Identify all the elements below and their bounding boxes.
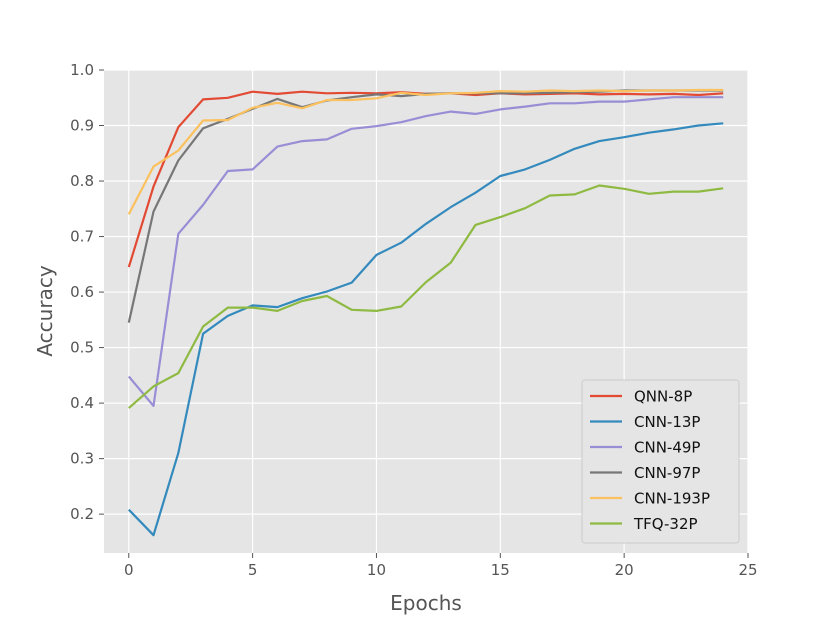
y-tick-label: 0.8	[70, 172, 94, 190]
legend-label: CNN-97P	[634, 464, 700, 482]
y-tick-label: 0.7	[70, 228, 94, 246]
x-tick-label: 15	[491, 561, 510, 579]
y-tick-label: 0.9	[70, 117, 94, 135]
legend-label: CNN-193P	[634, 490, 710, 508]
legend: QNN-8P CNN-13P CNN-49P CNN-97P CNN-193P TFQ-3…	[581, 379, 740, 544]
series-line-tfq-32p	[128, 184, 724, 409]
x-tick-label: 0	[124, 561, 134, 579]
series-lines	[127, 88, 724, 537]
y-tick-label: 0.5	[70, 339, 94, 357]
y-tick-label: 0.6	[70, 283, 94, 301]
x-tick-label: 5	[248, 561, 258, 579]
y-axis-label: Accuracy	[33, 265, 57, 356]
x-tick-label: 10	[367, 561, 386, 579]
y-tick-label: 1.0	[70, 61, 94, 79]
y-tick-label: 0.2	[70, 505, 94, 523]
series-line-cnn-193p	[127, 88, 724, 215]
grid-lines	[104, 69, 749, 553]
series-line-cnn-13p	[128, 122, 724, 537]
legend-label: CNN-13P	[634, 413, 700, 431]
series-line-cnn-49p	[127, 96, 724, 407]
legend-label: CNN-49P	[634, 439, 700, 457]
y-tick-label: 0.3	[70, 450, 94, 468]
y-tick-label: 0.4	[70, 394, 94, 412]
axis-ticks: 0 5 10 15 20 25 0.2 0.3 0.4 0.5 0.6 0.7 0.8 0.9 1.0	[70, 61, 757, 579]
legend-label: TFQ-32P	[633, 515, 698, 533]
x-axis-label: Epochs	[390, 591, 462, 615]
legend-label: QNN-8P	[634, 388, 692, 406]
x-tick-label: 25	[738, 561, 757, 579]
x-tick-label: 20	[615, 561, 634, 579]
